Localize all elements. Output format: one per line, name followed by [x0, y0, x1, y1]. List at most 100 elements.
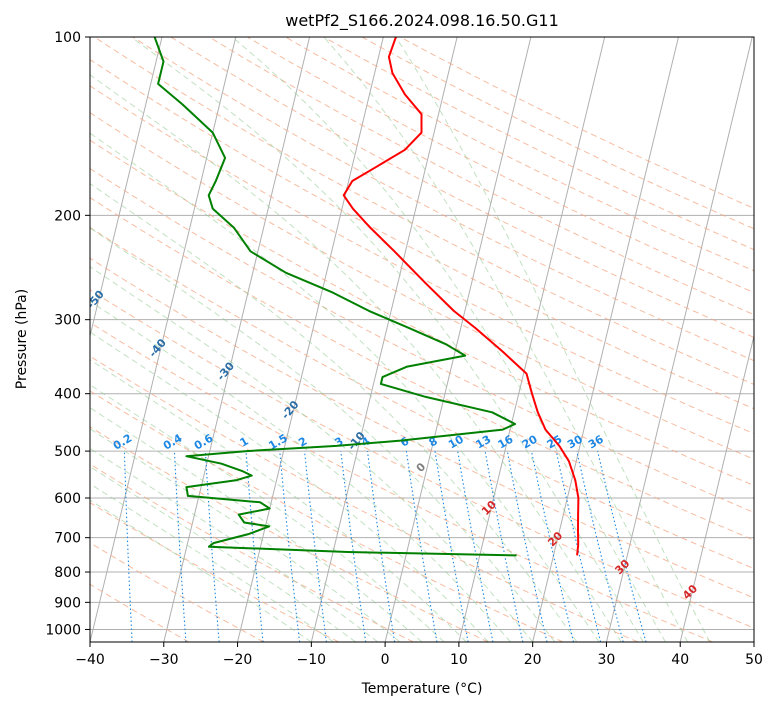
- y-tick-label: 500: [54, 444, 81, 460]
- y-tick-label: 800: [54, 565, 81, 581]
- moist-adiabat-line: [90, 359, 467, 642]
- isotherm-line: [605, 37, 753, 642]
- isotherm-line: [90, 37, 163, 338]
- y-tick-label: 1000: [45, 622, 81, 638]
- mixing-ratio-line: [597, 450, 647, 642]
- mixing-ratio-line: [555, 450, 602, 642]
- y-tick-label: 200: [54, 208, 81, 224]
- mixing-ratio-line: [576, 450, 624, 642]
- y-tick-label: 700: [54, 531, 81, 547]
- moist-adiabat-line: [90, 132, 600, 642]
- dry-adiabat-line: [90, 112, 754, 460]
- mixing-ratio-line: [506, 450, 548, 642]
- y-tick-label: 400: [54, 387, 81, 403]
- moist-adiabat-line: [90, 300, 511, 642]
- dry-adiabat-line: [323, 37, 754, 251]
- dry-adiabat-line: [90, 426, 489, 642]
- dry-adiabat-line: [90, 289, 754, 629]
- axis-ticks: −40 −30 −20 −10 0 10 20 30 40 5010020030040050060…: [45, 30, 763, 668]
- moist-adiabat-line: [90, 384, 445, 642]
- y-tick-label: 300: [54, 313, 81, 329]
- mixing-ratio-label: 6: [398, 434, 411, 449]
- dry-adiabat-line: [90, 59, 754, 410]
- mixing-ratio-line: [457, 451, 494, 642]
- mixing-ratio-label: 0.4: [161, 431, 185, 452]
- x-tick-label: 0: [381, 652, 390, 668]
- mixing-ratio-line: [530, 450, 575, 642]
- moist-adiabat-line: [90, 407, 423, 642]
- y-tick-label: 100: [54, 30, 81, 46]
- moist-adiabat-line: [90, 483, 334, 642]
- dry-adiabat-label: -50: [84, 288, 107, 312]
- isotherm-line: [163, 37, 311, 642]
- dry-adiabat-line: [90, 257, 754, 599]
- moist-adiabat-line: [90, 466, 356, 642]
- mixing-ratio-label: 20: [520, 432, 540, 451]
- mixing-ratio-line: [340, 451, 367, 642]
- dry-adiabat-line: [90, 226, 754, 570]
- x-tick-label: 50: [745, 652, 763, 668]
- isotherm-line: [90, 37, 237, 642]
- x-tick-label: −10: [297, 652, 327, 668]
- moist-adiabat-line: [90, 266, 534, 642]
- dry-adiabat-line: [170, 37, 754, 338]
- mixing-ratio-line: [304, 451, 327, 642]
- x-tick-label: 10: [450, 652, 468, 668]
- dry-adiabat-line: [90, 139, 754, 487]
- moist-adiabat-line: [90, 447, 379, 642]
- dry-adiabat-label: -20: [279, 398, 302, 422]
- mixing-ratio-label: 1: [238, 435, 251, 450]
- moist-adiabat-line: [90, 183, 578, 642]
- y-tick-label: 600: [54, 491, 81, 507]
- x-tick-label: −30: [149, 652, 179, 668]
- dry-adiabat-line: [90, 390, 564, 642]
- moist-adiabat-line: [231, 37, 666, 642]
- dry-adiabat-line: [90, 502, 339, 642]
- moist-adiabat-line: [90, 74, 622, 642]
- dry-adiabat-line: [90, 542, 265, 642]
- temperature-profile-line: [342, 37, 580, 556]
- moist-adiabat-line: [395, 37, 711, 642]
- dry-adiabat-line: [90, 167, 754, 513]
- x-tick-label: −40: [75, 652, 105, 668]
- isotherm-line: [0, 37, 14, 642]
- moist-adiabat-line: [130, 37, 644, 642]
- moist-adiabat-label: 30: [612, 557, 632, 577]
- moist-adiabat-line: [323, 37, 689, 642]
- mixing-ratio-label: 16: [496, 432, 516, 451]
- background-lines: [0, 37, 754, 642]
- mixing-ratio-line: [405, 451, 438, 642]
- moist-adiabat-line: [90, 227, 556, 642]
- chart-title: wetPf2_S166.2024.098.16.50.G11: [285, 11, 559, 31]
- dry-adiabat-label: -30: [214, 359, 237, 383]
- y-axis-label: Pressure (hPa): [14, 289, 30, 389]
- mixing-ratio-line: [173, 451, 187, 642]
- isotherm-line: [753, 639, 754, 642]
- isotherm-line: [679, 333, 754, 642]
- dry-adiabat-line: [90, 321, 713, 642]
- mixing-ratio-label: 0.6: [192, 431, 216, 452]
- mixing-ratio-label: 13: [473, 433, 493, 452]
- dry-adiabat-label: -40: [146, 336, 169, 360]
- mixing-ratio-label: 0.2: [111, 432, 134, 453]
- x-tick-label: 20: [524, 652, 542, 668]
- dry-adiabat-line: [132, 37, 754, 362]
- dry-adiabat-line: [90, 196, 754, 541]
- x-tick-label: 30: [598, 652, 616, 668]
- plot-frame: [89, 36, 755, 643]
- mixing-ratio-line: [484, 450, 524, 642]
- isotherm-line: [384, 37, 532, 642]
- x-axis-label: Temperature (°C): [361, 681, 483, 697]
- dry-adiabat-label: -60: [22, 239, 45, 263]
- x-tick-label: 40: [671, 652, 689, 668]
- y-tick-label: 900: [54, 595, 81, 611]
- mixing-ratio-label: 36: [586, 432, 606, 451]
- x-tick-label: −20: [223, 652, 253, 668]
- dry-adiabat-line: [90, 85, 754, 435]
- dry-adiabat-line: [399, 37, 754, 209]
- isotherm-line: [458, 37, 606, 642]
- isotherm-line: [532, 37, 679, 642]
- mixing-ratio-line: [366, 451, 396, 642]
- moist-adiabat-label: 10: [479, 498, 499, 518]
